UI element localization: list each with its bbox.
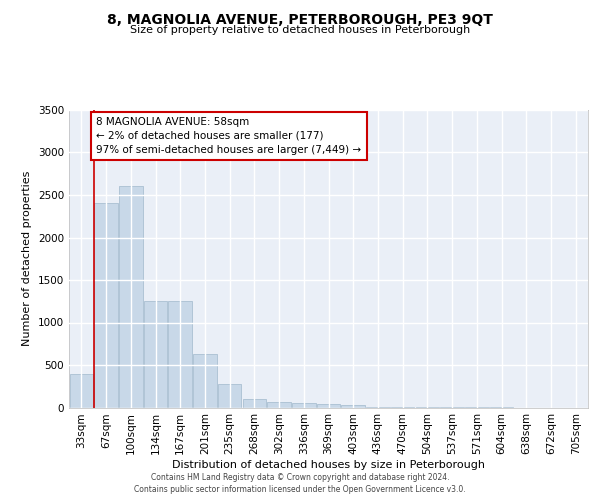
Bar bbox=[119, 186, 143, 408]
Text: Contains HM Land Registry data © Crown copyright and database right 2024.
Contai: Contains HM Land Registry data © Crown c… bbox=[134, 473, 466, 494]
Bar bbox=[94, 204, 118, 408]
Bar bbox=[144, 301, 167, 408]
Bar bbox=[317, 404, 340, 407]
Bar bbox=[169, 301, 192, 408]
Bar bbox=[193, 354, 217, 408]
Bar bbox=[218, 384, 241, 407]
Text: 8 MAGNOLIA AVENUE: 58sqm
← 2% of detached houses are smaller (177)
97% of semi-d: 8 MAGNOLIA AVENUE: 58sqm ← 2% of detache… bbox=[96, 117, 361, 155]
Text: 8, MAGNOLIA AVENUE, PETERBOROUGH, PE3 9QT: 8, MAGNOLIA AVENUE, PETERBOROUGH, PE3 9Q… bbox=[107, 12, 493, 26]
Bar bbox=[292, 403, 316, 407]
Bar bbox=[341, 404, 365, 407]
Y-axis label: Number of detached properties: Number of detached properties bbox=[22, 171, 32, 346]
Bar bbox=[242, 399, 266, 407]
Bar bbox=[70, 374, 93, 408]
Text: Size of property relative to detached houses in Peterborough: Size of property relative to detached ho… bbox=[130, 25, 470, 35]
X-axis label: Distribution of detached houses by size in Peterborough: Distribution of detached houses by size … bbox=[172, 460, 485, 470]
Bar bbox=[268, 402, 291, 407]
